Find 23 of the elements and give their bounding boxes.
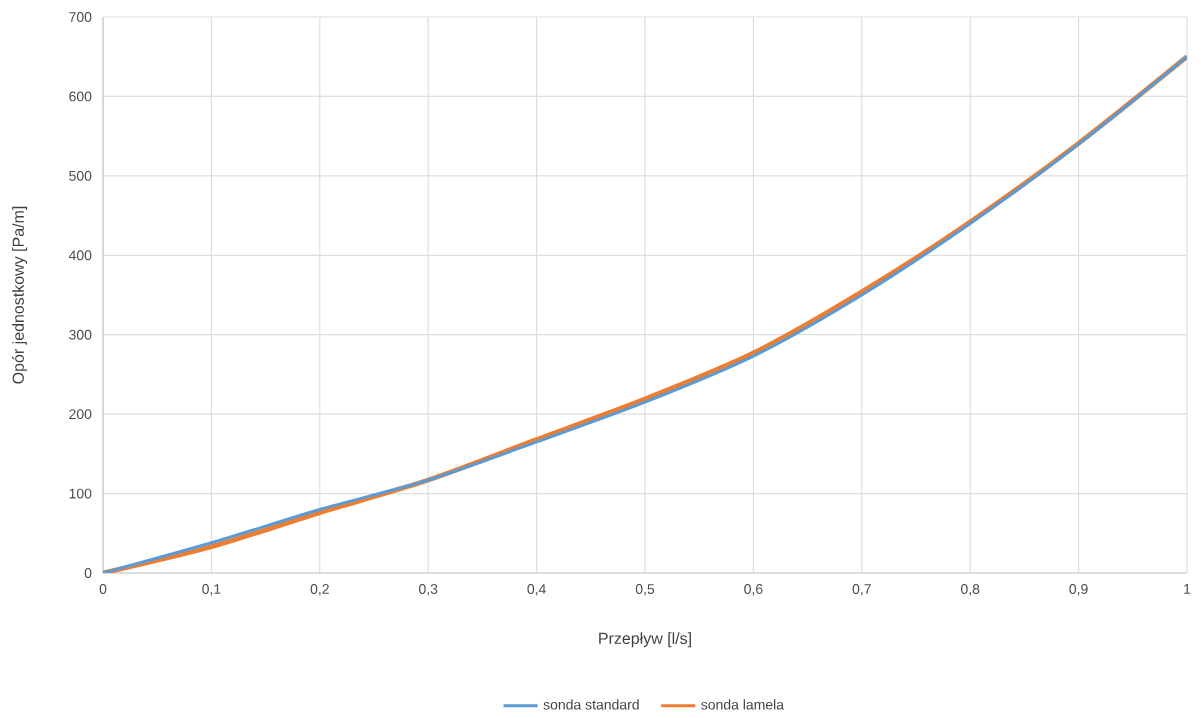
x-tick-label: 0,7 bbox=[852, 584, 871, 596]
y-tick-label: 400 bbox=[68, 250, 92, 261]
x-tick-label: 0,1 bbox=[202, 584, 221, 596]
y-axis-title: Opór jednostkowy [Pa/m] bbox=[11, 206, 28, 384]
legend-label: sonda standard bbox=[543, 699, 639, 710]
x-tick-label: 0,2 bbox=[310, 584, 329, 596]
x-tick-label: 0 bbox=[99, 584, 107, 594]
y-tick-label: 300 bbox=[69, 329, 92, 340]
x-axis-title: Przepływ [l/s] bbox=[599, 632, 691, 648]
y-tick-label: 600 bbox=[69, 91, 92, 102]
x-tick-label: 0,3 bbox=[419, 584, 438, 596]
y-tick-label: 500 bbox=[69, 170, 92, 181]
x-tick-label: 0,8 bbox=[961, 584, 980, 596]
y-tick-label: 0 bbox=[84, 568, 92, 578]
x-tick-label: 0,6 bbox=[744, 584, 763, 596]
x-tick-label: 0,5 bbox=[635, 584, 655, 596]
x-tick-label: 1 bbox=[1184, 584, 1191, 594]
y-tick-label: 700 bbox=[69, 12, 92, 22]
y-tick-label: 100 bbox=[69, 488, 92, 499]
x-tick-label: 0,9 bbox=[1069, 584, 1088, 596]
x-tick-label: 0,4 bbox=[527, 584, 546, 596]
y-tick-label: 200 bbox=[69, 409, 92, 420]
legend-label: sonda lamela bbox=[701, 699, 784, 710]
